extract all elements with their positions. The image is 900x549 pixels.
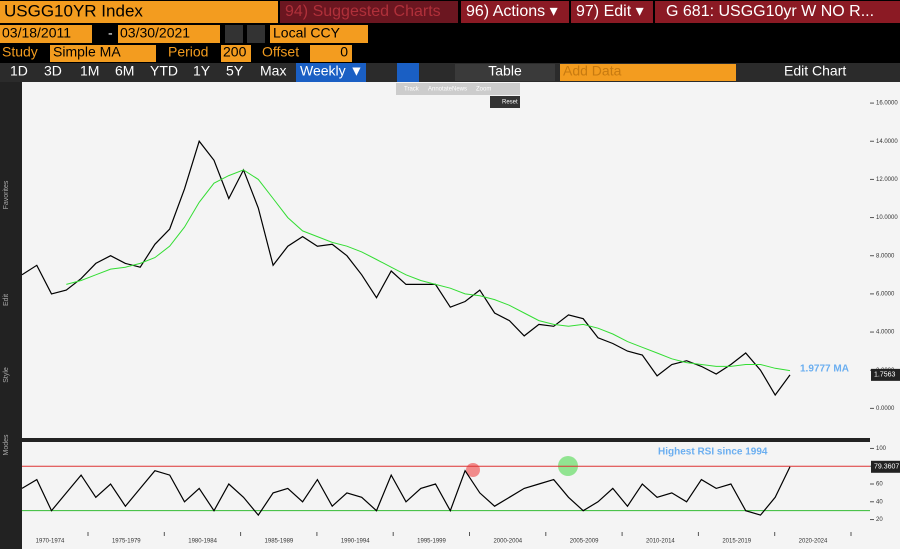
y-tick-label: 10.0000 — [876, 215, 898, 221]
actions-box[interactable] — [461, 1, 569, 23]
range-button[interactable]: 6M — [115, 63, 134, 79]
x-tick-label: 2010-2014 — [646, 539, 675, 545]
mini-tool: Track — [404, 87, 420, 93]
rsi-annotation: Highest RSI since 1994 — [658, 447, 768, 458]
x-tick-label: 2000-2004 — [493, 539, 522, 545]
offset-label: Offset — [262, 44, 299, 60]
offset: 0 — [340, 44, 348, 60]
right-axis — [870, 82, 900, 532]
toolbar — [0, 63, 900, 82]
y-tick-label: 0.0000 — [876, 406, 895, 412]
y-tick-label: 6.0000 — [876, 291, 895, 297]
y-tick-label: 16.0000 — [876, 101, 898, 107]
start-box[interactable] — [0, 25, 92, 43]
period: 200 — [223, 44, 247, 60]
add-data-box[interactable] — [560, 64, 736, 81]
dash: - — [108, 25, 113, 41]
end-date: 03/30/2021 — [120, 25, 190, 41]
x-tick-label: 1970-1974 — [36, 539, 65, 545]
sidebar — [0, 82, 22, 549]
currency: Local CCY — [273, 25, 341, 41]
mini-tool: Zoom — [476, 87, 491, 93]
range-button[interactable]: 1Y — [193, 63, 211, 79]
edit-box[interactable] — [571, 1, 653, 23]
ccy-box[interactable] — [270, 25, 368, 43]
mini-tool: Annotate — [428, 87, 453, 93]
y-tick-label: 8.0000 — [876, 253, 895, 259]
series-line — [21, 139, 791, 397]
range-button[interactable]: Max — [260, 63, 286, 79]
chart-area — [22, 82, 900, 549]
next[interactable] — [247, 25, 265, 43]
range-button[interactable]: YTD — [150, 63, 178, 79]
y-tick-label: 60 — [876, 482, 883, 488]
x-tick-label: 1985-1989 — [265, 539, 294, 545]
x-tick-label: 2005-2009 — [570, 539, 599, 545]
mini-toolbar — [396, 83, 520, 95]
table-box[interactable] — [455, 64, 555, 81]
suggested-box[interactable] — [280, 1, 458, 23]
tool-btn[interactable] — [397, 63, 419, 82]
study-label: Study — [2, 44, 38, 60]
suggested: 94) Suggested Charts — [285, 3, 441, 20]
start-date: 03/18/2011 — [2, 25, 71, 41]
study-box[interactable] — [50, 45, 156, 62]
chart-name-box — [655, 1, 900, 23]
y-tick-label: 100 — [876, 446, 887, 452]
freq-box[interactable] — [296, 63, 366, 82]
x-tick-label: 2020-2024 — [799, 539, 828, 545]
study: Simple MA — [53, 44, 121, 60]
range-button[interactable]: 3D — [44, 63, 62, 79]
add-data: Add Data — [563, 63, 622, 79]
edit: 97) Edit ▾ — [576, 3, 644, 20]
x-tick-label: 1995-1999 — [417, 539, 446, 545]
ticker: USGG10YR Index — [4, 1, 143, 20]
last-label: 79.3607 — [874, 464, 899, 471]
sidebar-label: Edit — [3, 294, 10, 306]
y-tick-label: 12.0000 — [876, 177, 898, 183]
x-tick-label: 1980-1984 — [188, 539, 217, 545]
table: Table — [488, 63, 522, 79]
x-tick-label: 1975-1979 — [112, 539, 141, 545]
end-box[interactable] — [118, 25, 220, 43]
period-box[interactable] — [221, 45, 251, 62]
frequency: Weekly ▼ — [300, 63, 363, 79]
y-tick-label: 40 — [876, 499, 883, 505]
sidebar-label: Modes — [3, 434, 10, 456]
separator — [22, 438, 900, 442]
mini-tool: Reset — [502, 100, 518, 106]
chart-name: G 681: USGG10yr W NO R... — [666, 3, 874, 20]
ma-annotation: 1.9777 MA — [800, 363, 849, 374]
series-line — [21, 466, 791, 517]
period-label: Period — [168, 44, 208, 60]
y-tick-label: 4.0000 — [876, 330, 895, 336]
reset-box[interactable] — [490, 96, 520, 108]
y-tick-label: 14.0000 — [876, 139, 898, 145]
mini-tool: News — [452, 87, 467, 93]
edit-chart[interactable]: Edit Chart — [784, 63, 846, 79]
ticker-box[interactable] — [0, 1, 278, 23]
y-tick-label: 20 — [876, 517, 883, 523]
range-button[interactable]: 5Y — [226, 63, 244, 79]
sidebar-label: Favorites — [3, 180, 10, 209]
x-tick-label: 1990-1994 — [341, 539, 370, 545]
actions: 96) Actions ▾ — [466, 3, 558, 20]
plot: 0.00002.00004.00006.00008.000010.000012.… — [21, 101, 900, 545]
x-tick-label: 2015-2019 — [722, 539, 751, 545]
sidebar-label: Style — [3, 367, 10, 383]
series-line — [66, 169, 791, 372]
last-box — [871, 460, 900, 473]
range-button[interactable]: 1D — [10, 63, 28, 79]
last-box — [871, 368, 900, 381]
range-button[interactable]: 1M — [80, 63, 99, 79]
offset-box[interactable] — [310, 45, 352, 62]
prev[interactable] — [225, 25, 243, 43]
last-label: 1.7563 — [874, 372, 896, 379]
